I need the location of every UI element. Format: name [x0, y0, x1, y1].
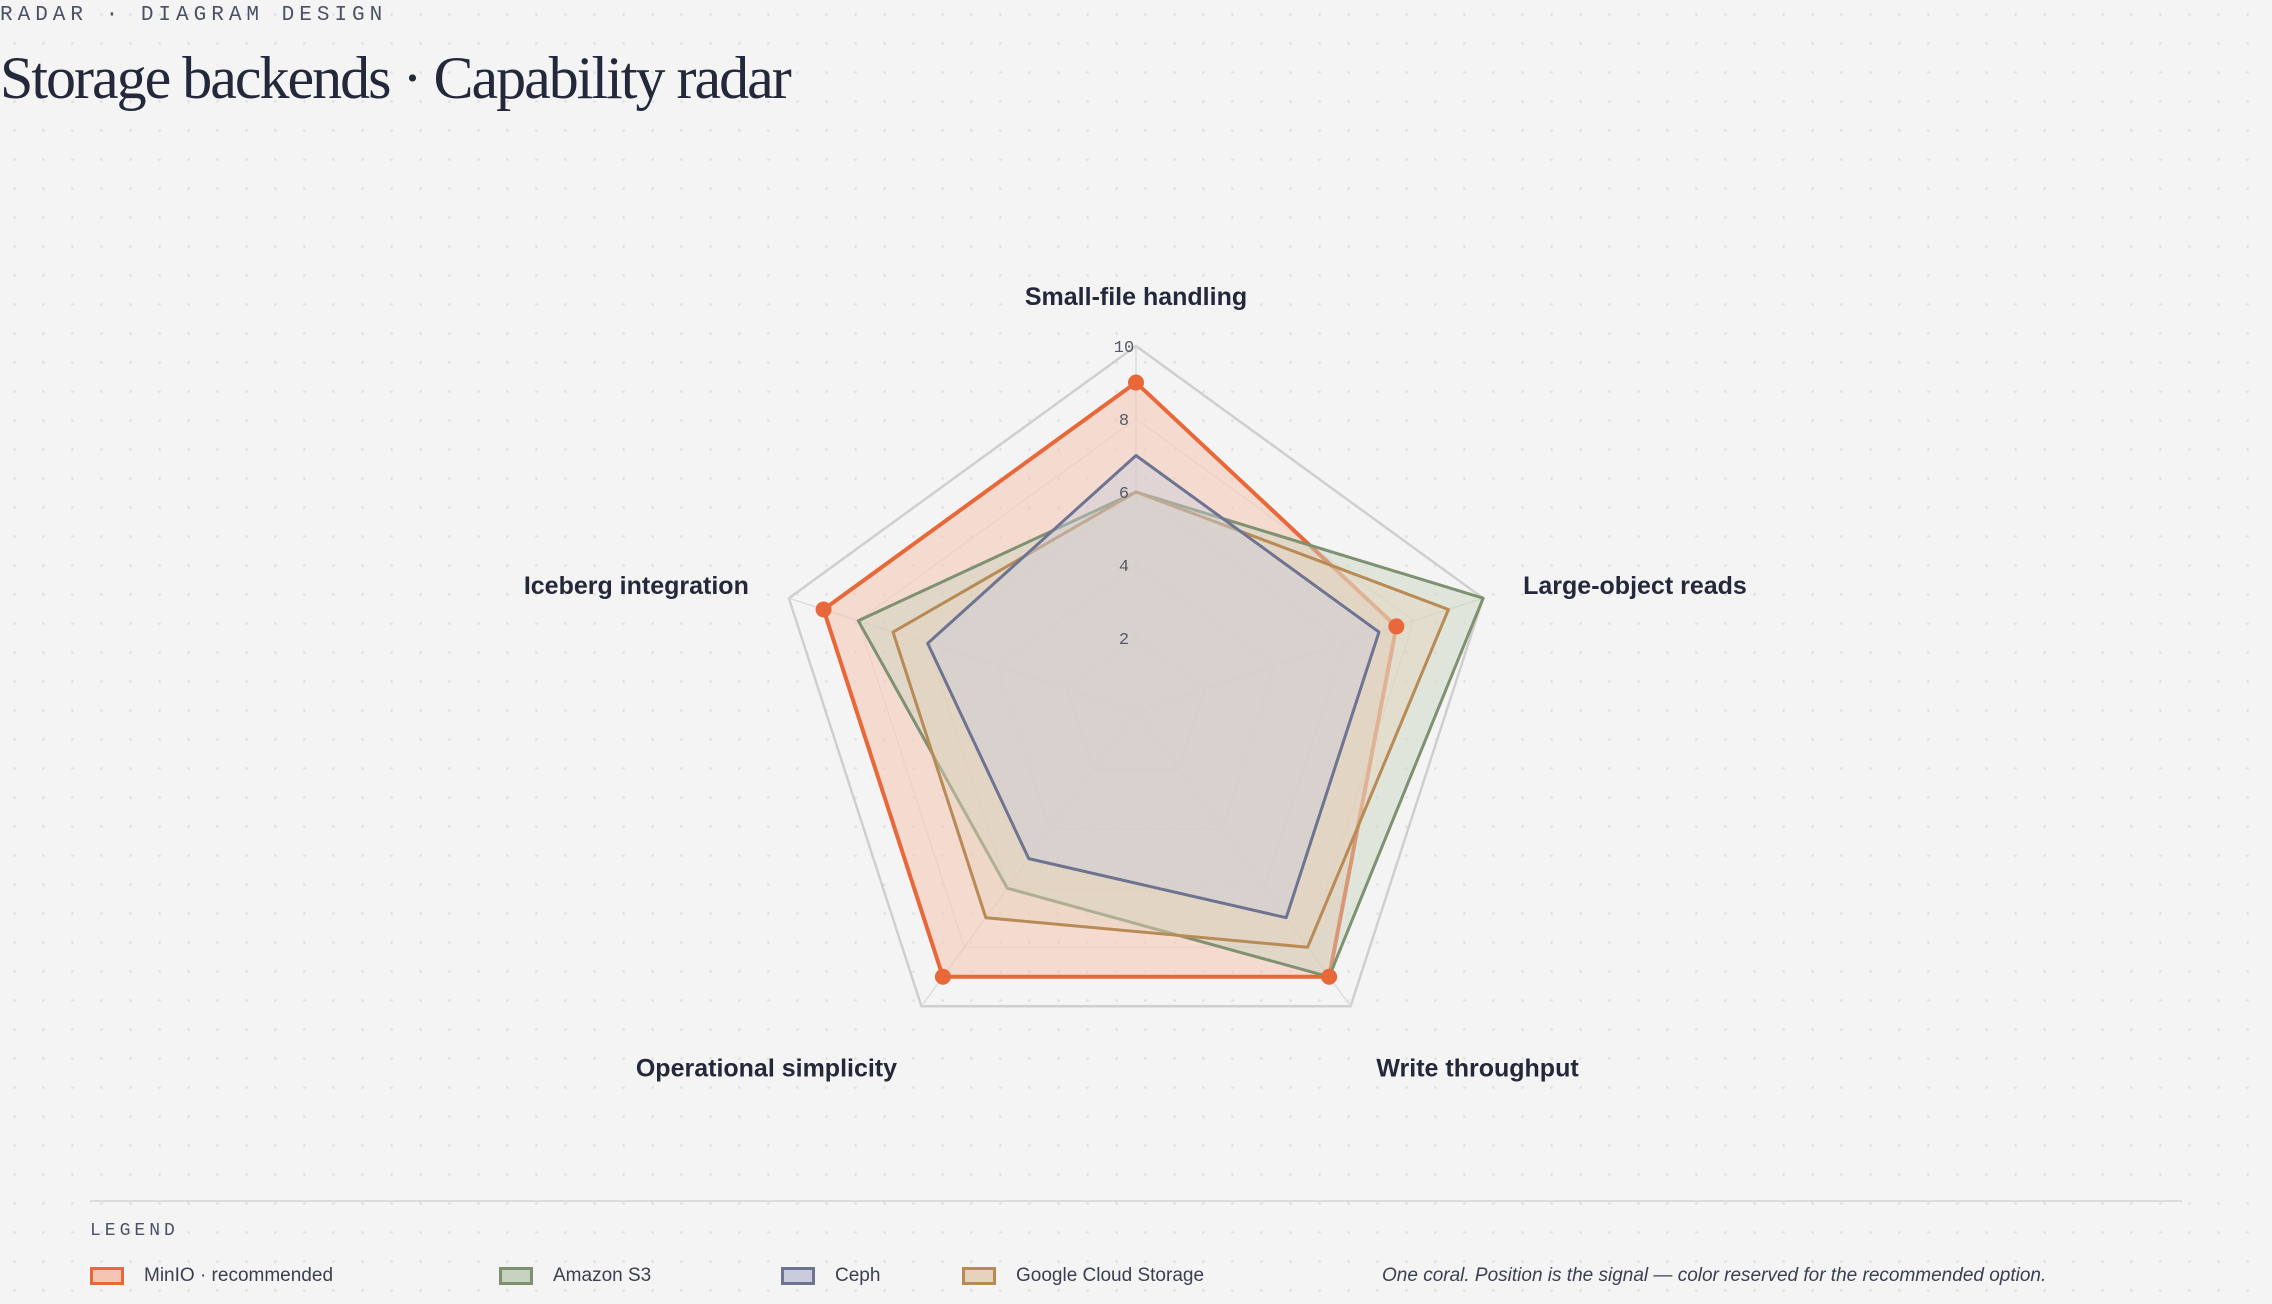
legend-swatch-google-cloud-storage: [962, 1267, 996, 1285]
legend-label-minio: MinIO · recommended: [144, 1265, 334, 1286]
radar-markers: [815, 374, 1405, 985]
data-point-minio-recommended-large-object-reads: [1388, 618, 1405, 635]
series-polygon-google-cloud-storage: [891, 490, 1450, 949]
radar-chart: 2 4 6 8 10 Small-file handling Large-object r…: [524, 283, 1747, 1082]
legend-divider: [90, 1200, 2182, 1202]
series-polygon-ceph: [926, 454, 1381, 920]
axis-label-large-object-reads: Large-object reads: [1523, 572, 1747, 600]
legend-label-ceph: Ceph: [835, 1265, 881, 1286]
radar-tick-labels: 2 4 6 8 10: [1114, 339, 1134, 650]
legend-item-amazon-s3: Amazon S3: [499, 1264, 651, 1288]
legend-label-amazon-s3: Amazon S3: [553, 1265, 652, 1286]
data-point-minio-recommended-iceberg-integration: [815, 601, 832, 618]
axis-label-operational-simplicity: Operational simplicity: [636, 1054, 897, 1082]
legend-note: One coral. Position is the signal — colo…: [1382, 1265, 2047, 1286]
tick-label-8: 8: [1119, 412, 1129, 431]
radar-series: [821, 380, 1485, 979]
legend-item-minio: MinIO · recommended: [90, 1264, 333, 1288]
legend-label-google-cloud-storage: Google Cloud Storage: [1016, 1265, 1205, 1286]
page-title: Storage backends · Capability radar: [0, 45, 792, 111]
series-polygon-amazon-s3: [856, 490, 1485, 979]
axis-label-small-file-handling: Small-file handling: [1025, 283, 1247, 311]
legend-swatch-amazon-s3: [499, 1267, 533, 1285]
data-point-minio-recommended-small-file-handling: [1128, 374, 1144, 391]
legend-title: LEGEND: [90, 1221, 179, 1241]
radar-axis-labels: Small-file handling Large-object reads Wri…: [524, 283, 1747, 1082]
legend-swatch-ceph: [781, 1267, 815, 1285]
legend-swatch-minio: [90, 1267, 124, 1285]
series-polygon-minio-recommended: [821, 380, 1399, 979]
tick-label-4: 4: [1119, 558, 1129, 577]
eyebrow-label: RADAR · DIAGRAM DESIGN: [0, 4, 388, 27]
legend-item-ceph: Ceph: [781, 1264, 880, 1288]
tick-label-2: 2: [1119, 631, 1129, 650]
data-point-minio-recommended-operational-simplicity: [934, 968, 951, 985]
legend-item-google-cloud-storage: Google Cloud Storage: [962, 1264, 1204, 1288]
grid-outer-ring: [787, 344, 1485, 1008]
tick-label-6: 6: [1119, 485, 1129, 504]
axis-label-iceberg-integration: Iceberg integration: [524, 572, 749, 600]
data-point-minio-recommended-write-throughput: [1321, 968, 1338, 985]
tick-label-10: 10: [1114, 339, 1134, 358]
axis-label-write-throughput: Write throughput: [1376, 1054, 1579, 1082]
